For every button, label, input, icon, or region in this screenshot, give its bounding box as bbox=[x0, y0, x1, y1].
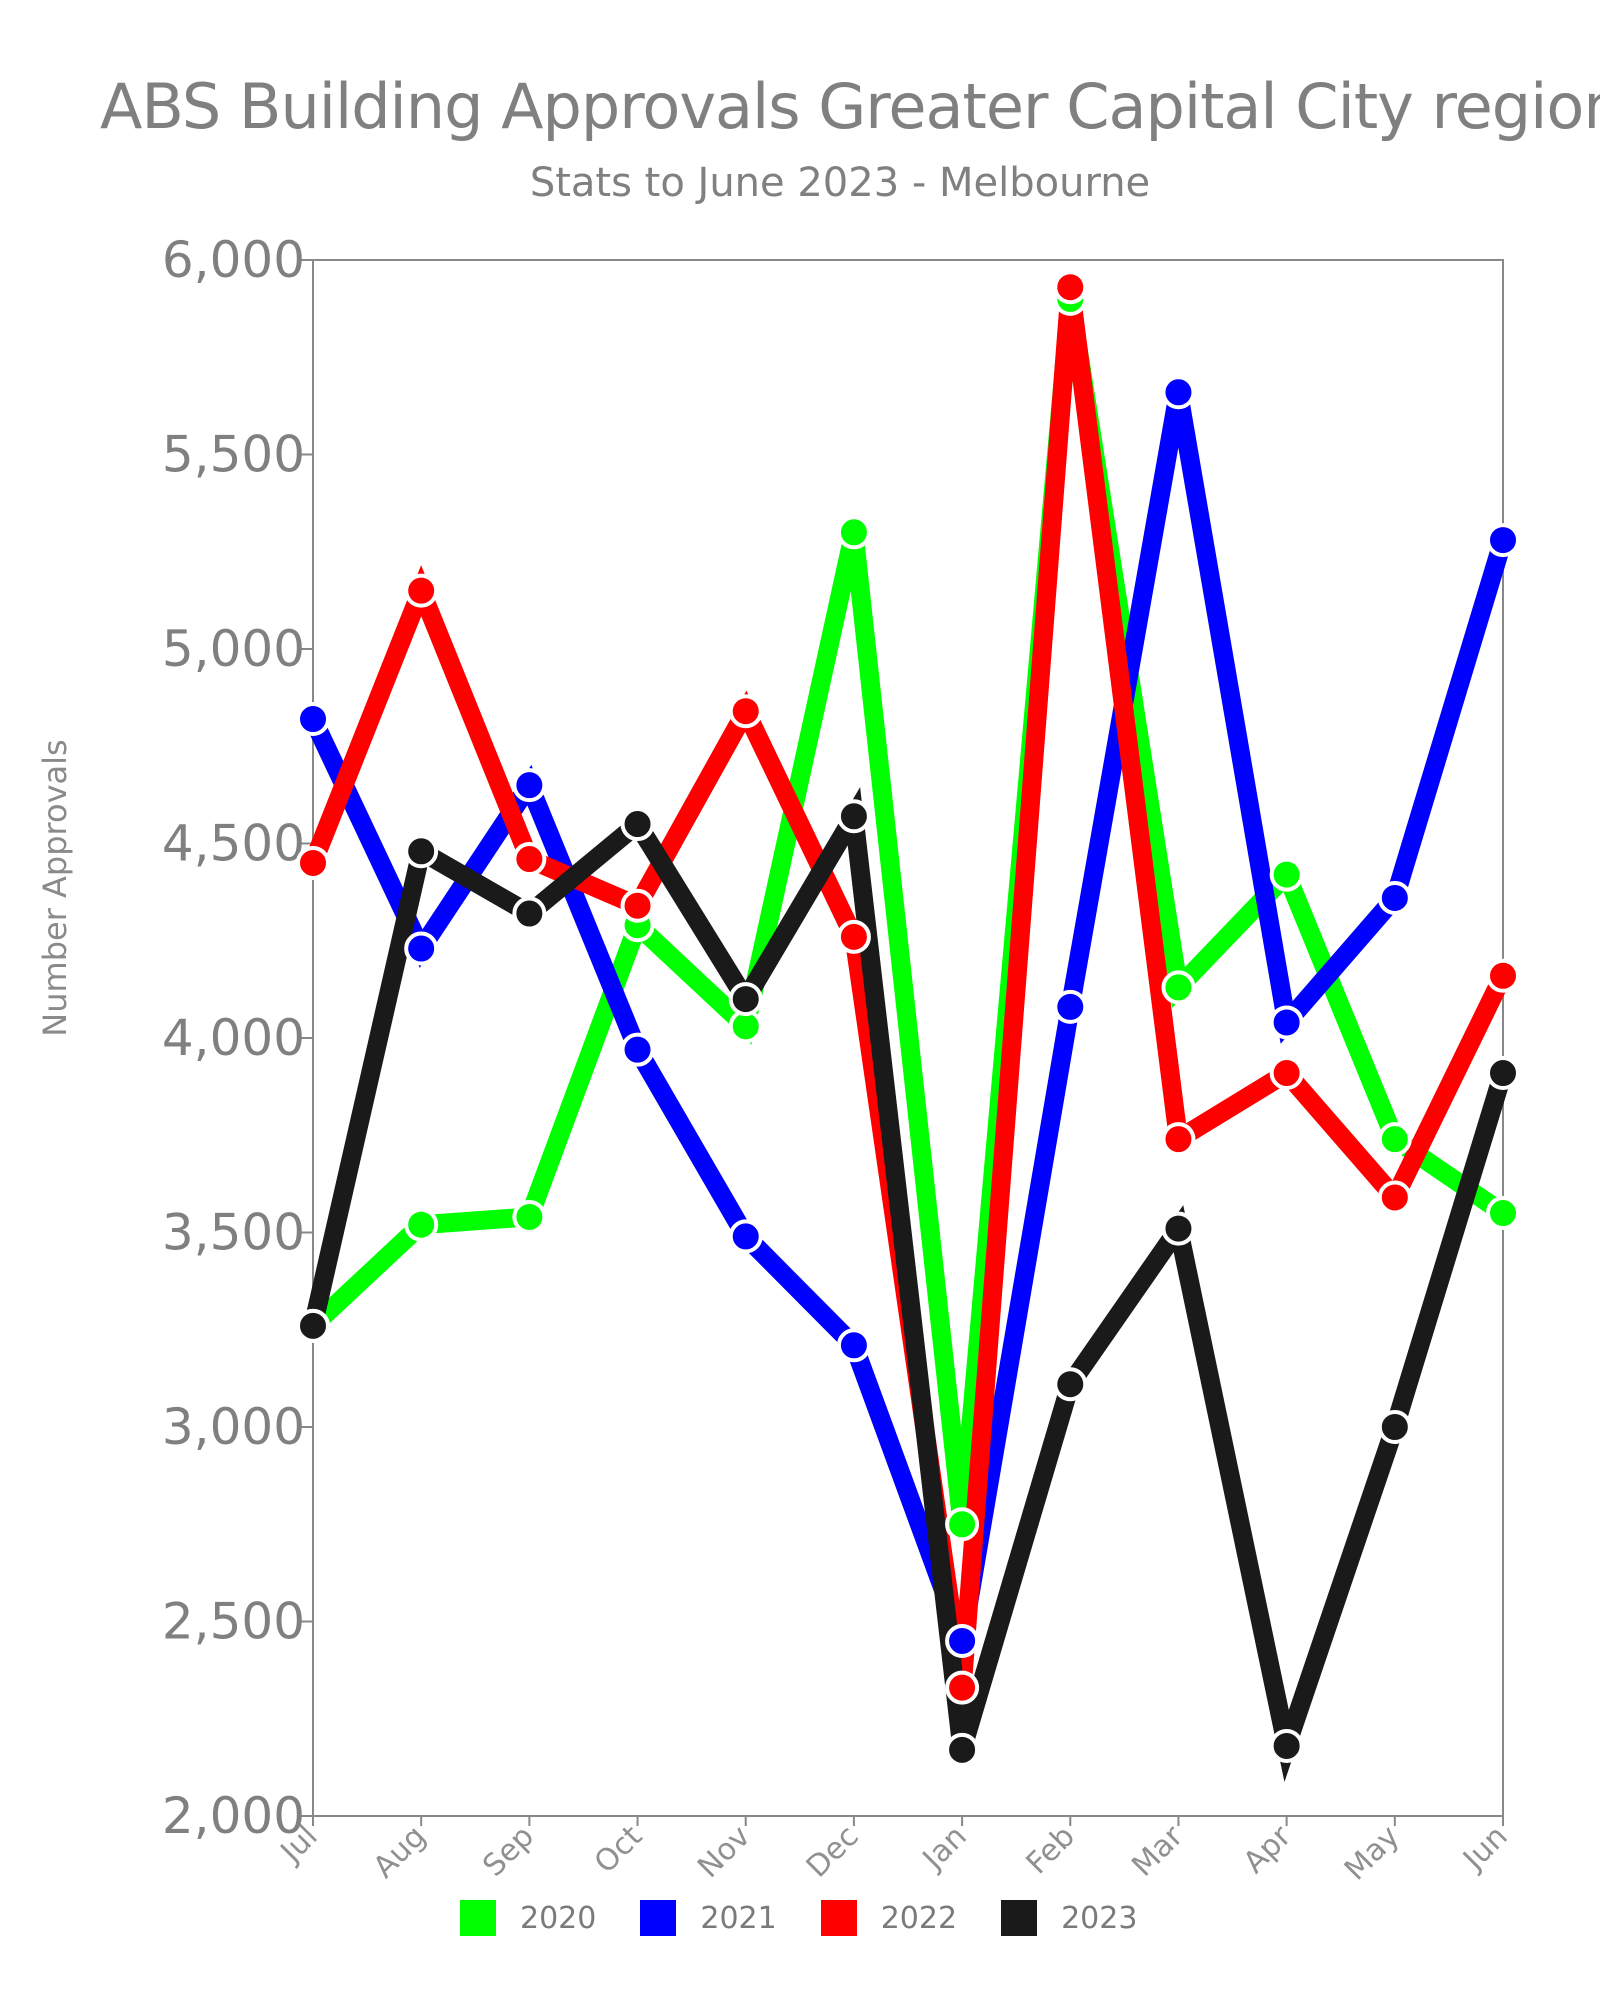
point-2023-Nov bbox=[728, 982, 763, 1017]
point-2023-Jul bbox=[296, 1308, 330, 1343]
legend-label: 2023 bbox=[1061, 1900, 1138, 1936]
point-2021-May bbox=[1377, 880, 1412, 915]
x-tick-label: Nov bbox=[691, 1819, 757, 1885]
legend-label: 2020 bbox=[520, 1900, 597, 1936]
legend-swatch bbox=[1001, 1900, 1038, 1936]
point-2021-Mar bbox=[1161, 375, 1196, 410]
point-2022-Dec bbox=[836, 919, 871, 954]
point-2021-Jun bbox=[1486, 523, 1520, 558]
point-2023-Apr bbox=[1269, 1728, 1304, 1763]
point-2023-Sep bbox=[512, 896, 547, 931]
series-lines bbox=[303, 286, 1513, 1782]
legend-swatch bbox=[820, 1900, 857, 1936]
point-2021-Apr bbox=[1269, 1005, 1304, 1040]
y-axis-label: Number Approvals bbox=[36, 739, 74, 1036]
y-tick-label: 3,500 bbox=[162, 1204, 305, 1262]
x-tick-label: Aug bbox=[367, 1819, 433, 1885]
x-tick-label: Mar bbox=[1125, 1818, 1190, 1883]
point-2022-Jun bbox=[1486, 958, 1520, 993]
point-2023-Oct bbox=[620, 807, 655, 842]
legend-item-2023[interactable]: 2023 bbox=[1001, 1900, 1137, 1936]
point-2021-Nov bbox=[728, 1219, 763, 1254]
point-2020-Aug bbox=[404, 1207, 439, 1242]
point-2023-Mar bbox=[1161, 1211, 1196, 1246]
x-axis: Jul Aug Sep Oct Nov Dec Jan Feb Mar Apr May Jun bbox=[273, 1816, 1515, 1888]
legend-label: 2021 bbox=[700, 1900, 777, 1936]
point-2022-Apr bbox=[1269, 1056, 1304, 1091]
point-2023-May bbox=[1377, 1410, 1412, 1444]
point-2021-Jan bbox=[945, 1623, 980, 1658]
point-2021-Jul bbox=[296, 702, 330, 737]
series-line-2020 bbox=[306, 297, 1509, 1526]
legend-item-2020[interactable]: 2020 bbox=[460, 1900, 596, 1936]
chart-title: ABS Building Approvals Greater Capital C… bbox=[100, 70, 1600, 143]
point-2023-Feb bbox=[1053, 1367, 1088, 1402]
point-2020-Jun bbox=[1486, 1196, 1520, 1231]
point-2023-Aug bbox=[404, 834, 439, 869]
point-2023-Jan bbox=[945, 1732, 980, 1767]
point-2022-Oct bbox=[620, 888, 655, 923]
x-tick-label: Jun bbox=[1455, 1819, 1514, 1878]
point-2021-Dec bbox=[836, 1328, 871, 1363]
point-2020-Mar bbox=[1161, 970, 1196, 1005]
x-tick-label: Dec bbox=[800, 1819, 866, 1885]
x-tick-label: Feb bbox=[1020, 1819, 1082, 1881]
point-2022-Aug bbox=[404, 573, 439, 608]
y-tick-label: 6,000 bbox=[162, 231, 305, 289]
y-tick-label: 3,000 bbox=[162, 1398, 305, 1456]
point-2023-Dec bbox=[836, 799, 871, 834]
series-points bbox=[296, 270, 1520, 1767]
series-line-2023 bbox=[303, 787, 1513, 1782]
y-tick-label: 5,500 bbox=[162, 426, 305, 484]
point-2022-Jul bbox=[296, 845, 330, 880]
point-2020-Dec bbox=[836, 515, 871, 550]
point-2022-Nov bbox=[728, 694, 763, 729]
y-tick-label: 4,500 bbox=[162, 815, 305, 873]
point-2020-May bbox=[1377, 1122, 1412, 1157]
y-tick-label: 5,000 bbox=[162, 620, 305, 678]
x-tick-label: Oct bbox=[588, 1819, 650, 1881]
point-2020-Apr bbox=[1269, 857, 1304, 892]
point-2022-Feb bbox=[1053, 270, 1088, 305]
point-2022-May bbox=[1377, 1180, 1412, 1215]
x-tick-label: Apr bbox=[1237, 1818, 1299, 1880]
legend-swatch bbox=[640, 1900, 677, 1936]
point-2022-Mar bbox=[1161, 1122, 1196, 1157]
legend: 2020 2021 2022 2023 bbox=[460, 1900, 1181, 1936]
legend-item-2021[interactable]: 2021 bbox=[640, 1900, 777, 1936]
point-2021-Oct bbox=[620, 1032, 655, 1067]
legend-item-2022[interactable]: 2022 bbox=[820, 1900, 958, 1936]
point-2023-Jun bbox=[1486, 1056, 1520, 1091]
point-2022-Jan bbox=[945, 1670, 980, 1705]
point-2021-Sep bbox=[512, 768, 547, 803]
y-tick-label: 2,000 bbox=[162, 1787, 305, 1845]
y-axis: 2,000 2,500 3,000 3,500 4,000 4,500 5,000 5,500… bbox=[162, 231, 313, 1845]
y-tick-label: 2,500 bbox=[162, 1593, 305, 1651]
x-tick-label: Jan bbox=[915, 1819, 974, 1878]
x-tick-label: Sep bbox=[476, 1819, 541, 1884]
point-2020-Jan bbox=[945, 1507, 980, 1542]
point-2022-Sep bbox=[512, 842, 547, 877]
chart-subtitle: Stats to June 2023 - Melbourne bbox=[529, 160, 1151, 206]
point-2021-Feb bbox=[1053, 989, 1088, 1024]
legend-label: 2022 bbox=[880, 1900, 958, 1936]
point-2021-Aug bbox=[404, 931, 439, 966]
legend-swatch bbox=[460, 1900, 496, 1936]
point-2020-Sep bbox=[512, 1199, 547, 1234]
y-tick-label: 4,000 bbox=[162, 1009, 305, 1067]
x-tick-label: May bbox=[1338, 1819, 1407, 1888]
